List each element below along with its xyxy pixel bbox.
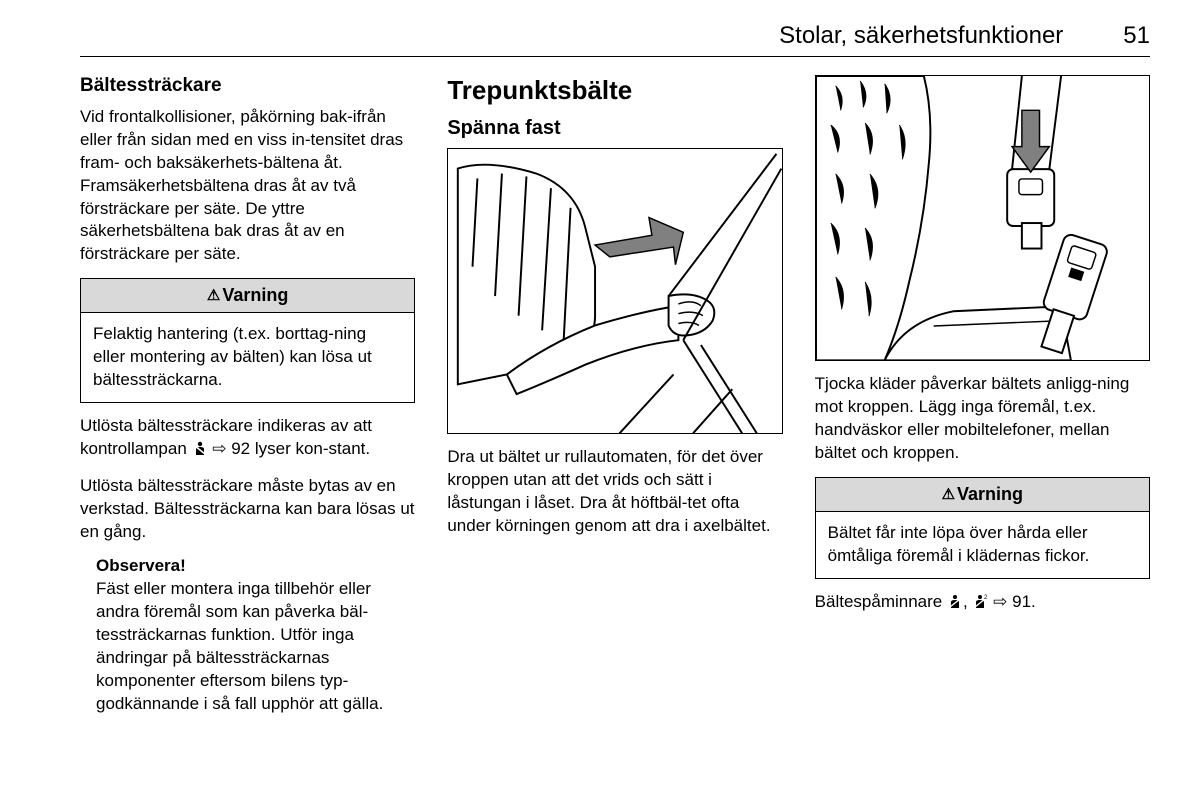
- note-heading: Observera!: [96, 556, 415, 576]
- page-ref-arrow-icon: ⇨: [993, 592, 1007, 611]
- warning-header: ⚠Varning: [816, 478, 1149, 512]
- seatbelt-reminder-icon: [947, 593, 963, 616]
- page-ref-arrow-icon: ⇨: [212, 439, 226, 458]
- warning-title: Varning: [222, 285, 288, 305]
- direction-arrow-icon: [595, 218, 683, 265]
- warning-triangle-icon: ⚠: [207, 287, 220, 304]
- figure-seatbelt-pull: [447, 148, 782, 434]
- text-fragment: 91.: [1007, 592, 1035, 611]
- figure-seatbelt-buckle: [815, 75, 1150, 361]
- note-body: Fäst eller montera inga tillbehör eller …: [96, 578, 415, 716]
- column-3: Tjocka kläder påverkar bältets anligg-ni…: [815, 75, 1150, 715]
- reminder-paragraph: Bältespåminnare , 2 ⇨ 91.: [815, 591, 1150, 616]
- svg-text:2: 2: [984, 595, 988, 601]
- warning-header: ⚠Varning: [81, 279, 414, 313]
- sub-heading: Spänna fast: [447, 116, 782, 140]
- seatbelt-reminder-rear-icon: 2: [972, 593, 988, 616]
- note-block: Observera! Fäst eller montera inga tillb…: [80, 556, 415, 716]
- paragraph-indicator: Utlösta bältessträckare indikeras av att…: [80, 415, 415, 463]
- manual-page: Stolar, säkerhetsfunktioner 51 Bältesstr…: [0, 0, 1200, 802]
- warning-box: ⚠Varning Bältet får inte löpa över hårda…: [815, 477, 1150, 579]
- page-number: 51: [1123, 22, 1150, 50]
- warning-body: Felaktig hantering (t.ex. borttag-ning e…: [81, 313, 414, 402]
- column-2: Trepunktsbälte Spänna fast: [447, 75, 782, 715]
- text-fragment: 92 lyser kon-stant.: [227, 439, 371, 458]
- seatbelt-person-icon: [192, 440, 208, 463]
- figure-caption: Dra ut bältet ur rullautomaten, för det …: [447, 446, 782, 538]
- paragraph-replace: Utlösta bältessträckare måste bytas av e…: [80, 475, 415, 544]
- main-heading: Trepunktsbälte: [447, 75, 782, 106]
- page-header: Stolar, säkerhetsfunktioner 51: [80, 22, 1150, 57]
- column-1: Bältessträckare Vid frontalkollisioner, …: [80, 75, 415, 715]
- warning-title: Varning: [957, 484, 1023, 504]
- clothing-paragraph: Tjocka kläder påverkar bältets anligg-ni…: [815, 373, 1150, 465]
- text-fragment: Bältespåminnare: [815, 592, 947, 611]
- intro-paragraph: Vid frontalkollisioner, påkörning bak-if…: [80, 106, 415, 267]
- content-columns: Bältessträckare Vid frontalkollisioner, …: [80, 75, 1150, 715]
- warning-body: Bältet får inte löpa över hårda eller öm…: [816, 512, 1149, 578]
- chapter-title: Stolar, säkerhetsfunktioner: [779, 22, 1063, 50]
- warning-box: ⚠Varning Felaktig hantering (t.ex. bortt…: [80, 278, 415, 403]
- warning-triangle-icon: ⚠: [942, 486, 955, 503]
- section-heading: Bältessträckare: [80, 75, 415, 98]
